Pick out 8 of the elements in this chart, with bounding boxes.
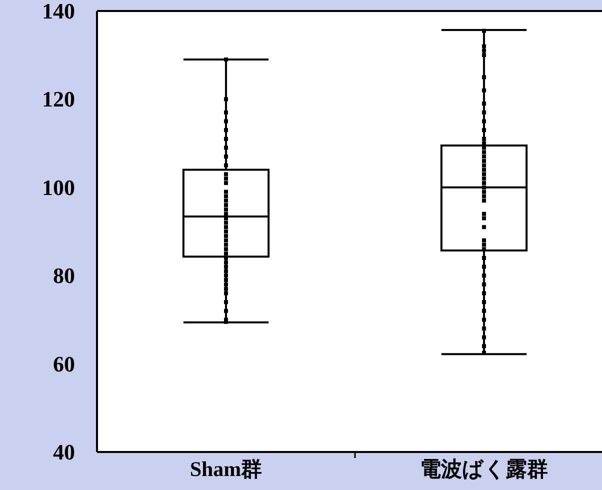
x-tick-label: 電波ばく露群 <box>420 457 548 481</box>
y-tick-label: 120 <box>42 86 75 112</box>
y-tick-label: 140 <box>42 0 75 24</box>
y-tick-label: 80 <box>53 263 75 288</box>
y-tick-label: 60 <box>53 351 75 376</box>
y-tick-label: 100 <box>42 174 75 200</box>
y-tick-label: 40 <box>53 440 75 464</box>
x-tick-label: Sham群 <box>190 457 262 481</box>
